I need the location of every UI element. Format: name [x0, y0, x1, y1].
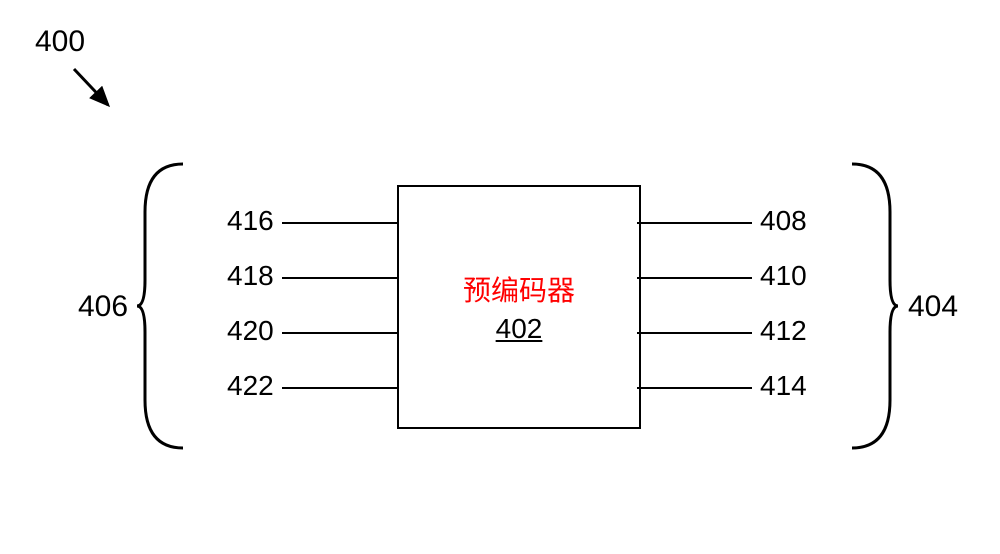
- figure-ref-number: 400: [35, 25, 85, 59]
- figure-ref-arrow: [60, 55, 130, 125]
- port-right-2-label: 412: [760, 315, 807, 347]
- wire-left-1: [282, 277, 397, 279]
- right-bus-label: 404: [908, 290, 958, 324]
- port-left-1-label: 418: [227, 260, 274, 292]
- wire-right-2: [637, 332, 752, 334]
- precoder-block: 预编码器 402: [397, 185, 641, 429]
- wire-right-1: [637, 277, 752, 279]
- port-left-3-label: 422: [227, 370, 274, 402]
- port-right-3-label: 414: [760, 370, 807, 402]
- wire-left-2: [282, 332, 397, 334]
- right-bracket: [852, 162, 900, 450]
- wire-left-0: [282, 222, 397, 224]
- precoder-block-ref: 402: [496, 313, 543, 345]
- port-right-1-label: 410: [760, 260, 807, 292]
- port-left-2-label: 420: [227, 315, 274, 347]
- left-bus-label: 406: [78, 290, 128, 324]
- wire-right-0: [637, 222, 752, 224]
- port-left-0-label: 416: [227, 205, 274, 237]
- wire-right-3: [637, 387, 752, 389]
- wire-left-3: [282, 387, 397, 389]
- precoder-block-title: 预编码器: [463, 269, 575, 309]
- port-right-0-label: 408: [760, 205, 807, 237]
- left-bracket: [135, 162, 183, 450]
